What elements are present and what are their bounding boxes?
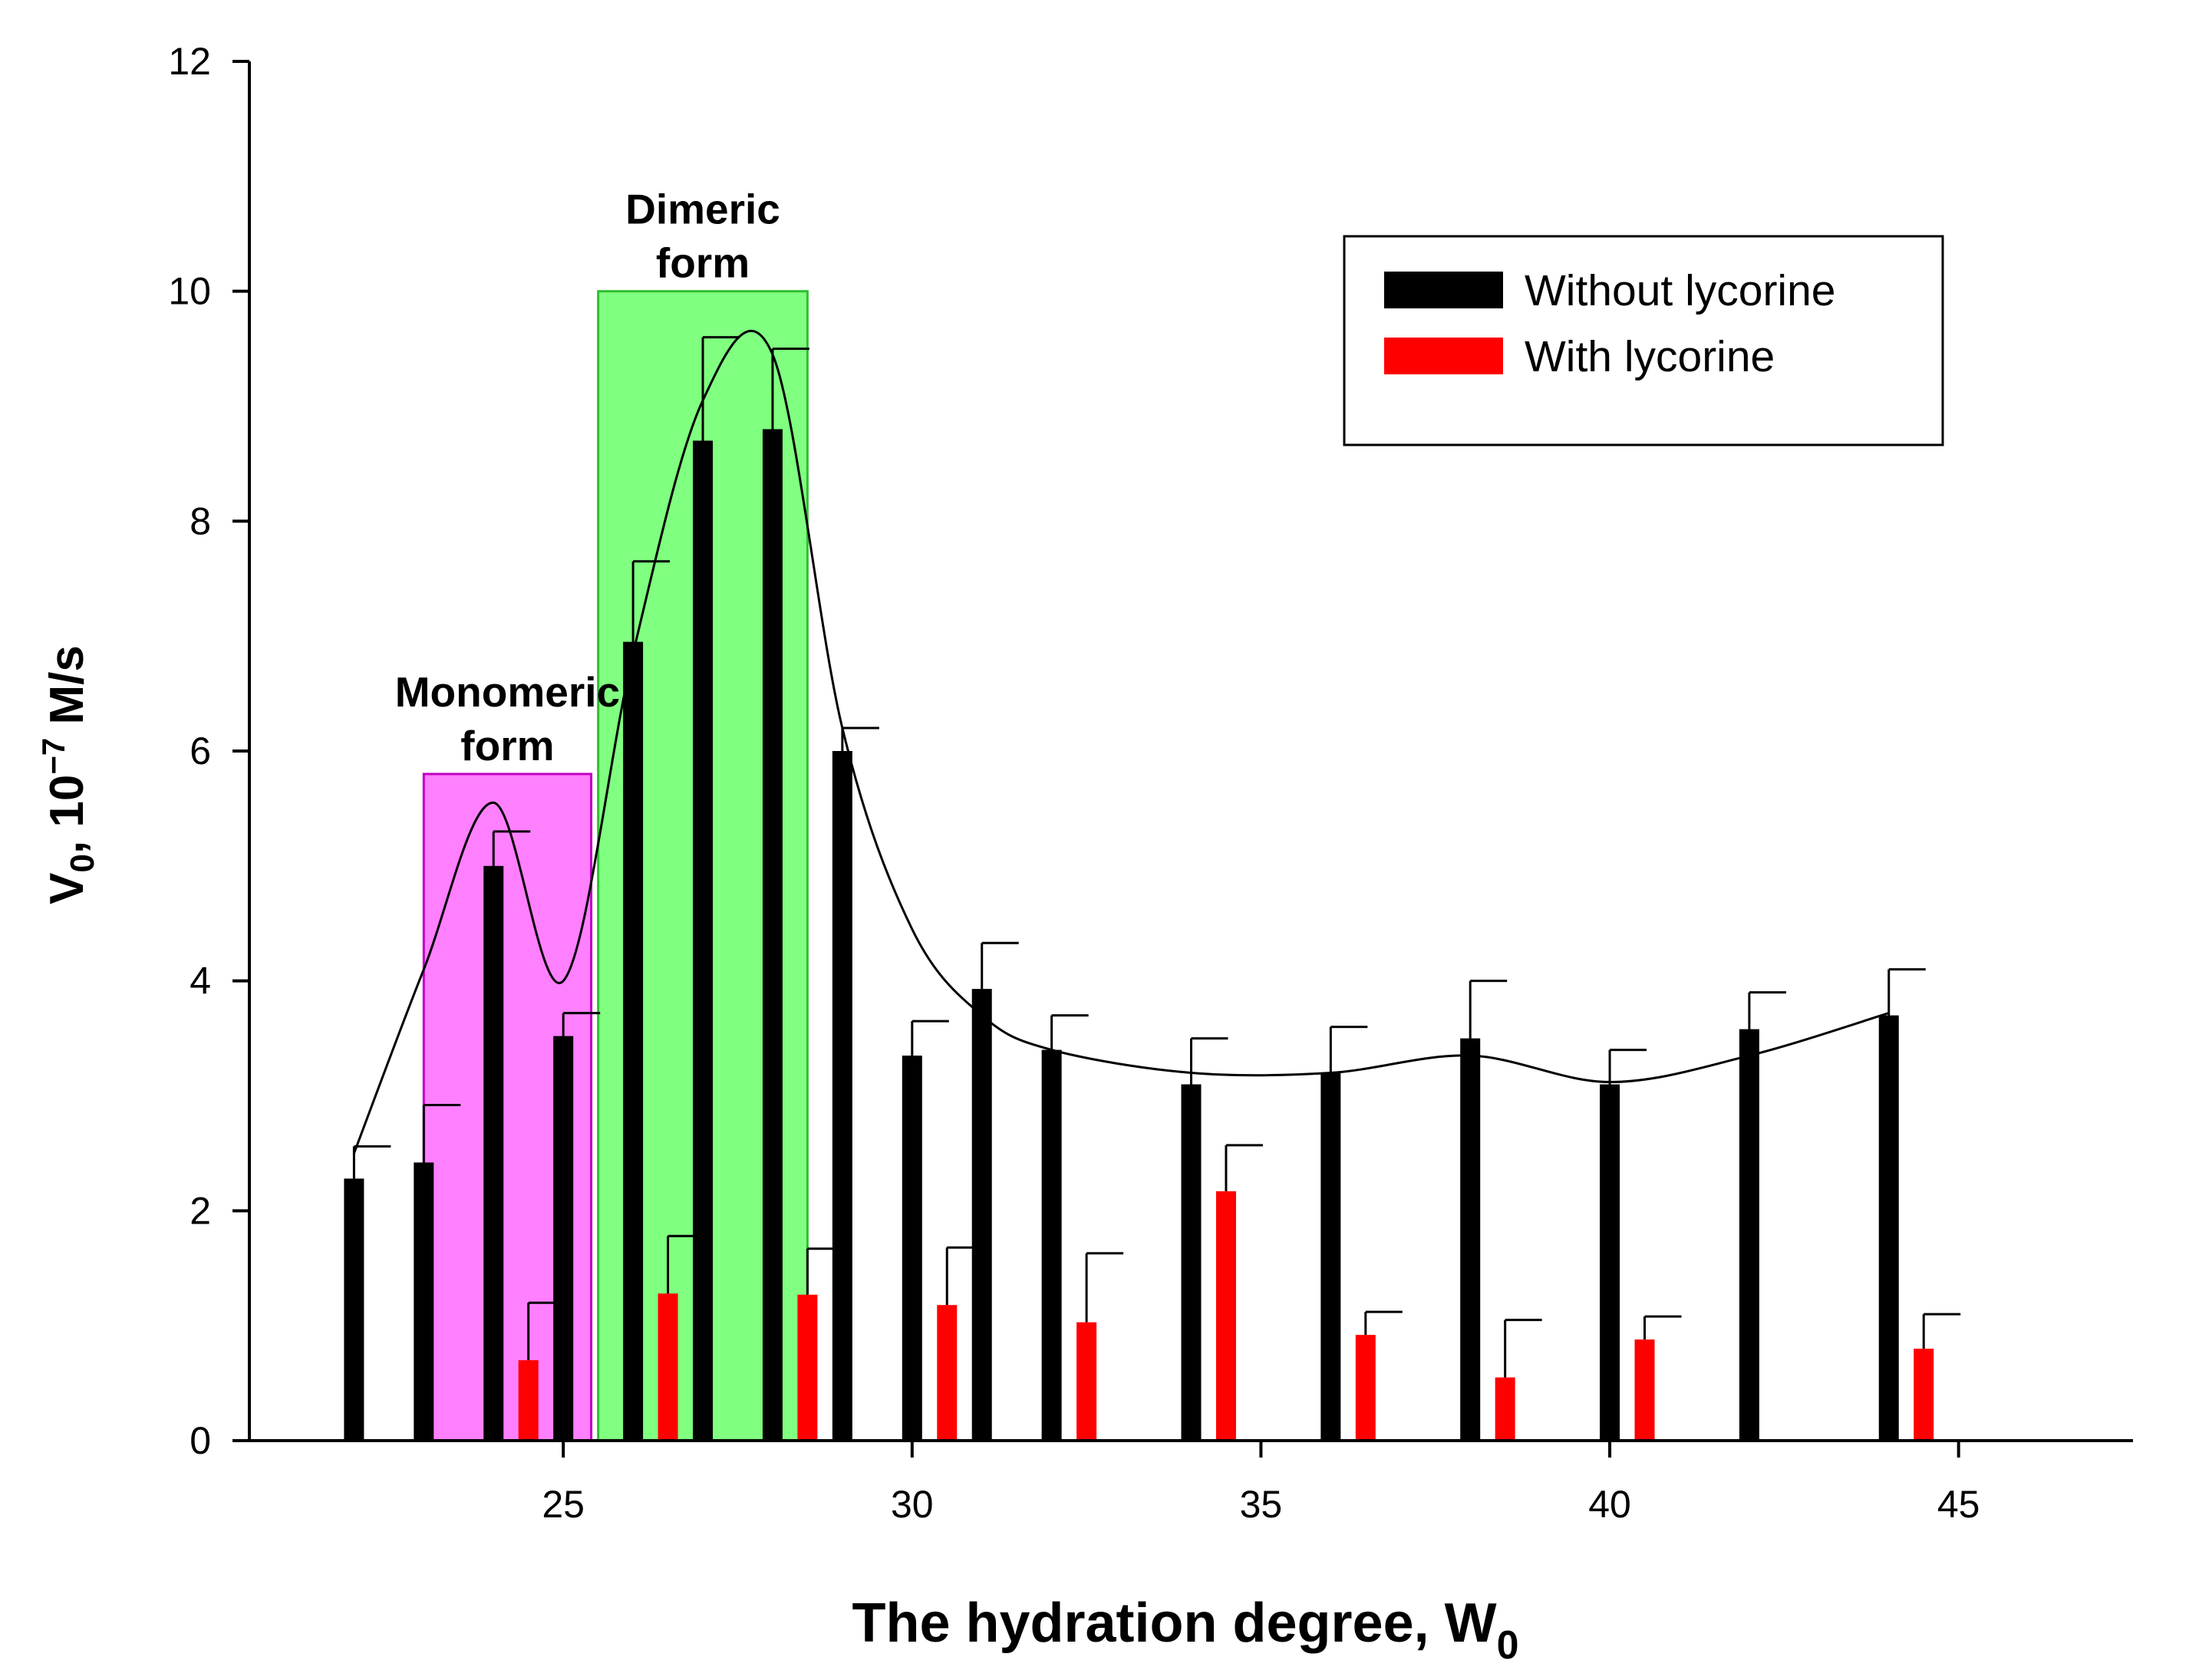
y-tick-label: 6	[190, 730, 211, 772]
bar-without-lycorine	[1181, 1084, 1202, 1441]
y-axis-title-unit: , 10	[41, 775, 94, 854]
bar-with-lycorine	[1215, 1191, 1236, 1441]
bar-without-lycorine	[344, 1178, 364, 1441]
bar-without-lycorine	[414, 1162, 434, 1441]
legend-label-without: Without lycorine	[1525, 266, 1836, 315]
bar-without-lycorine	[1320, 1072, 1341, 1441]
region-label-dimeric-form: form	[656, 239, 750, 287]
bar-without-lycorine	[1460, 1038, 1481, 1441]
bar-without-lycorine	[483, 865, 504, 1441]
x-tick-label: 40	[1588, 1483, 1631, 1526]
x-tick-label: 35	[1240, 1483, 1283, 1526]
y-tick-label: 12	[168, 40, 211, 83]
bar-without-lycorine	[693, 440, 714, 1441]
fit-curve	[352, 330, 1890, 1154]
y-axis-title-subscript: 0	[64, 854, 101, 872]
region-label-monomeric: Monomeric	[395, 668, 620, 716]
regions-layer	[422, 290, 809, 1442]
bar-with-lycorine	[937, 1305, 958, 1441]
x-tick-label: 45	[1937, 1483, 1980, 1526]
x-axis-title-subscript: 0	[1497, 1623, 1519, 1668]
bars-layer	[344, 336, 1961, 1441]
bar-without-lycorine	[902, 1056, 922, 1441]
y-tick-label: 10	[168, 270, 211, 313]
bar-with-lycorine	[1076, 1322, 1097, 1441]
x-axis-title-text: The hydration degree, W	[852, 1593, 1496, 1654]
y-axis-title-unit-tail: M/s	[41, 645, 94, 738]
bar-without-lycorine	[832, 751, 852, 1441]
bar-without-lycorine	[623, 641, 644, 1441]
region-label-dimeric: Dimeric	[625, 186, 780, 233]
y-axis-title-exponent: −7	[35, 738, 71, 775]
legend-swatch-without	[1384, 272, 1503, 308]
bar-with-lycorine	[658, 1293, 678, 1441]
bar-without-lycorine	[762, 429, 783, 1441]
x-axis-title: The hydration degree, W0	[852, 1593, 1518, 1668]
x-tick-label: 30	[891, 1483, 934, 1526]
bar-with-lycorine	[1355, 1335, 1376, 1441]
y-tick-label: 2	[190, 1189, 211, 1232]
y-axis-title: V0, 10−7 M/s	[35, 645, 101, 904]
bar-with-lycorine	[1634, 1339, 1655, 1441]
y-tick-label: 8	[190, 499, 211, 542]
legend-swatch-with	[1384, 338, 1503, 374]
labels-layer: The hydration degree, W0 V0, 10−7 M/s	[35, 645, 1519, 1668]
y-tick-label: 4	[190, 960, 211, 1003]
bar-without-lycorine	[971, 989, 992, 1441]
bar-with-lycorine	[797, 1294, 818, 1441]
x-tick-label: 25	[542, 1483, 585, 1526]
bar-without-lycorine	[553, 1036, 574, 1441]
bar-without-lycorine	[1878, 1015, 1899, 1441]
bar-without-lycorine	[1739, 1029, 1759, 1441]
legend: Without lycorine With lycorine	[1343, 235, 1944, 446]
bar-without-lycorine	[1600, 1084, 1620, 1441]
y-tick-label: 0	[190, 1419, 211, 1462]
region-label-monomeric-form: form	[460, 722, 554, 769]
axes-layer: 0 2 4 6 8 10 12 25 30 35 40 45	[168, 40, 2133, 1526]
annotation-layer: Monomeric form Dimeric form	[395, 186, 780, 769]
curve-layer	[352, 330, 1890, 1154]
bar-with-lycorine	[518, 1360, 539, 1441]
y-axis-title-text: V	[41, 873, 94, 904]
bar-without-lycorine	[1041, 1049, 1062, 1441]
bar-with-lycorine	[1914, 1349, 1934, 1441]
bar-with-lycorine	[1495, 1377, 1515, 1441]
legend-label-with: With lycorine	[1525, 332, 1775, 381]
